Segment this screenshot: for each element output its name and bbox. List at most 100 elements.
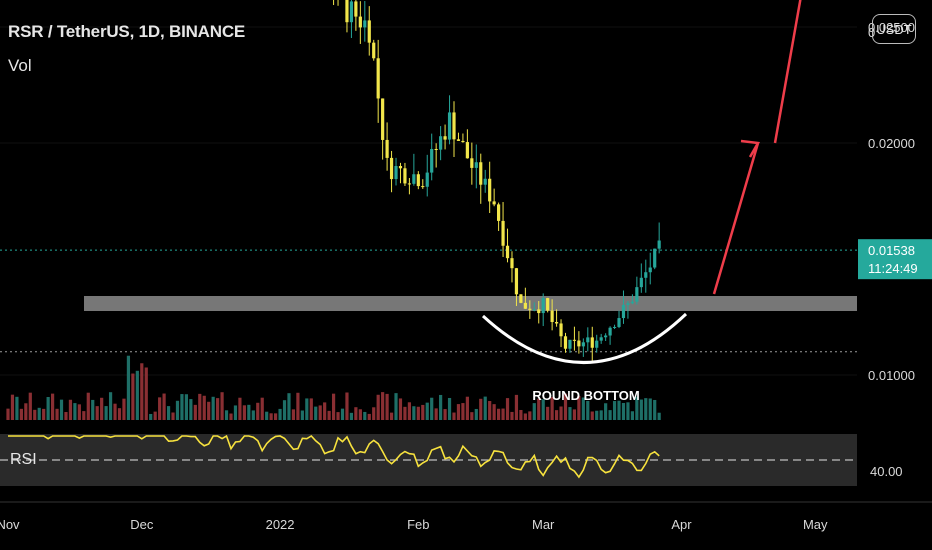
volume-bar [550, 397, 554, 420]
volume-bar [528, 411, 532, 420]
candle-body [590, 337, 594, 348]
volume-bar [554, 410, 559, 420]
volume-bar [91, 399, 95, 420]
candle-body [644, 272, 648, 278]
projection-arrows [712, 0, 802, 295]
volume-bar [586, 400, 590, 420]
time-axis: Nov Dec 2022 Feb Mar Apr May [0, 501, 932, 532]
volume-bar [331, 393, 336, 420]
candle-body [354, 1, 358, 17]
candle-body [439, 136, 443, 150]
rsi-band [0, 434, 857, 486]
candle-body [465, 142, 469, 159]
candle-body [523, 302, 527, 309]
time-label-3: Feb [407, 517, 429, 532]
volume-bar [621, 402, 626, 420]
candle-body [389, 157, 394, 180]
volume-bar [153, 411, 157, 420]
volume-bar [385, 393, 389, 420]
volume-bar [202, 395, 206, 420]
volume-bar [644, 398, 648, 420]
volume-bar [430, 397, 434, 420]
volume-bar [117, 408, 122, 420]
candle-body [630, 301, 634, 304]
volume-bar [434, 408, 438, 420]
volume-bar [367, 413, 371, 420]
rsi-axis-value: 40.00 [870, 464, 903, 479]
time-label-6: May [803, 517, 828, 532]
candle-body [425, 172, 429, 187]
currency-button[interactable]: USDT [872, 14, 916, 44]
volume-bar [474, 408, 478, 420]
volume-bar [28, 392, 32, 420]
volume-bar [269, 413, 273, 420]
volume-bar [488, 401, 492, 420]
volume-bar [260, 397, 264, 420]
volume-bar [305, 398, 309, 420]
current-price-badge [858, 239, 932, 280]
candle-body [581, 342, 585, 347]
volume-bar [180, 394, 184, 420]
volume-bar [412, 406, 416, 420]
volume-bar [265, 411, 269, 420]
volume-bar [340, 408, 345, 420]
price-tick-3: 0.02000 [868, 136, 915, 151]
candle-body [572, 339, 577, 341]
candle-body [537, 309, 541, 314]
volume-bar [86, 392, 90, 420]
volume-bar [135, 370, 139, 420]
volume-bar [608, 410, 612, 420]
volume-bar [37, 407, 41, 420]
volume-bar [251, 410, 255, 420]
candle-body [550, 310, 554, 323]
candle-body [398, 166, 403, 169]
rsi-line [8, 434, 660, 479]
candle-body [648, 267, 652, 273]
volume-bar [220, 392, 224, 420]
volume-bar [100, 397, 104, 420]
volume-bar [372, 407, 376, 420]
volume-bar [612, 401, 617, 420]
volume-bar [510, 411, 514, 420]
candle-body [519, 294, 523, 303]
volume-bar [497, 408, 501, 420]
volume-bar [59, 399, 64, 420]
time-label-4: Mar [532, 517, 555, 532]
price-tick-4: 0.01000 [868, 368, 915, 383]
volume-bar [559, 406, 563, 420]
volume-bar [131, 373, 135, 420]
time-label-5: Apr [671, 517, 692, 532]
volume-bar [563, 393, 568, 420]
candle-body [612, 326, 617, 328]
volume-bar [224, 410, 229, 420]
price-tick-top: 0 [868, 25, 875, 40]
volume-bar [604, 403, 608, 420]
volume-bar [242, 405, 246, 420]
candle-body [568, 339, 572, 349]
round-bottom-curve [481, 312, 688, 364]
candle-body [349, 1, 354, 23]
volume-bars [6, 355, 661, 420]
volume-bar [184, 394, 188, 420]
volume-bar [479, 398, 483, 420]
volume-bar [617, 400, 621, 420]
candle-body [639, 277, 643, 288]
rsi-label: RSI [10, 451, 37, 468]
arrow-1-head [740, 139, 761, 158]
candle-body [430, 149, 434, 173]
volume-bar [389, 412, 394, 420]
candle-body [367, 20, 371, 43]
volume-bar [77, 404, 81, 420]
resistance-zone [84, 296, 857, 311]
volume-bar [158, 397, 162, 420]
volume-bar [354, 407, 358, 420]
volume-bar [149, 413, 153, 420]
volume-bar [211, 396, 215, 420]
candle-body [443, 136, 447, 140]
candle-body [474, 162, 478, 168]
volume-bar [568, 407, 572, 420]
volume-bar [309, 398, 313, 420]
candle-body [483, 178, 487, 185]
